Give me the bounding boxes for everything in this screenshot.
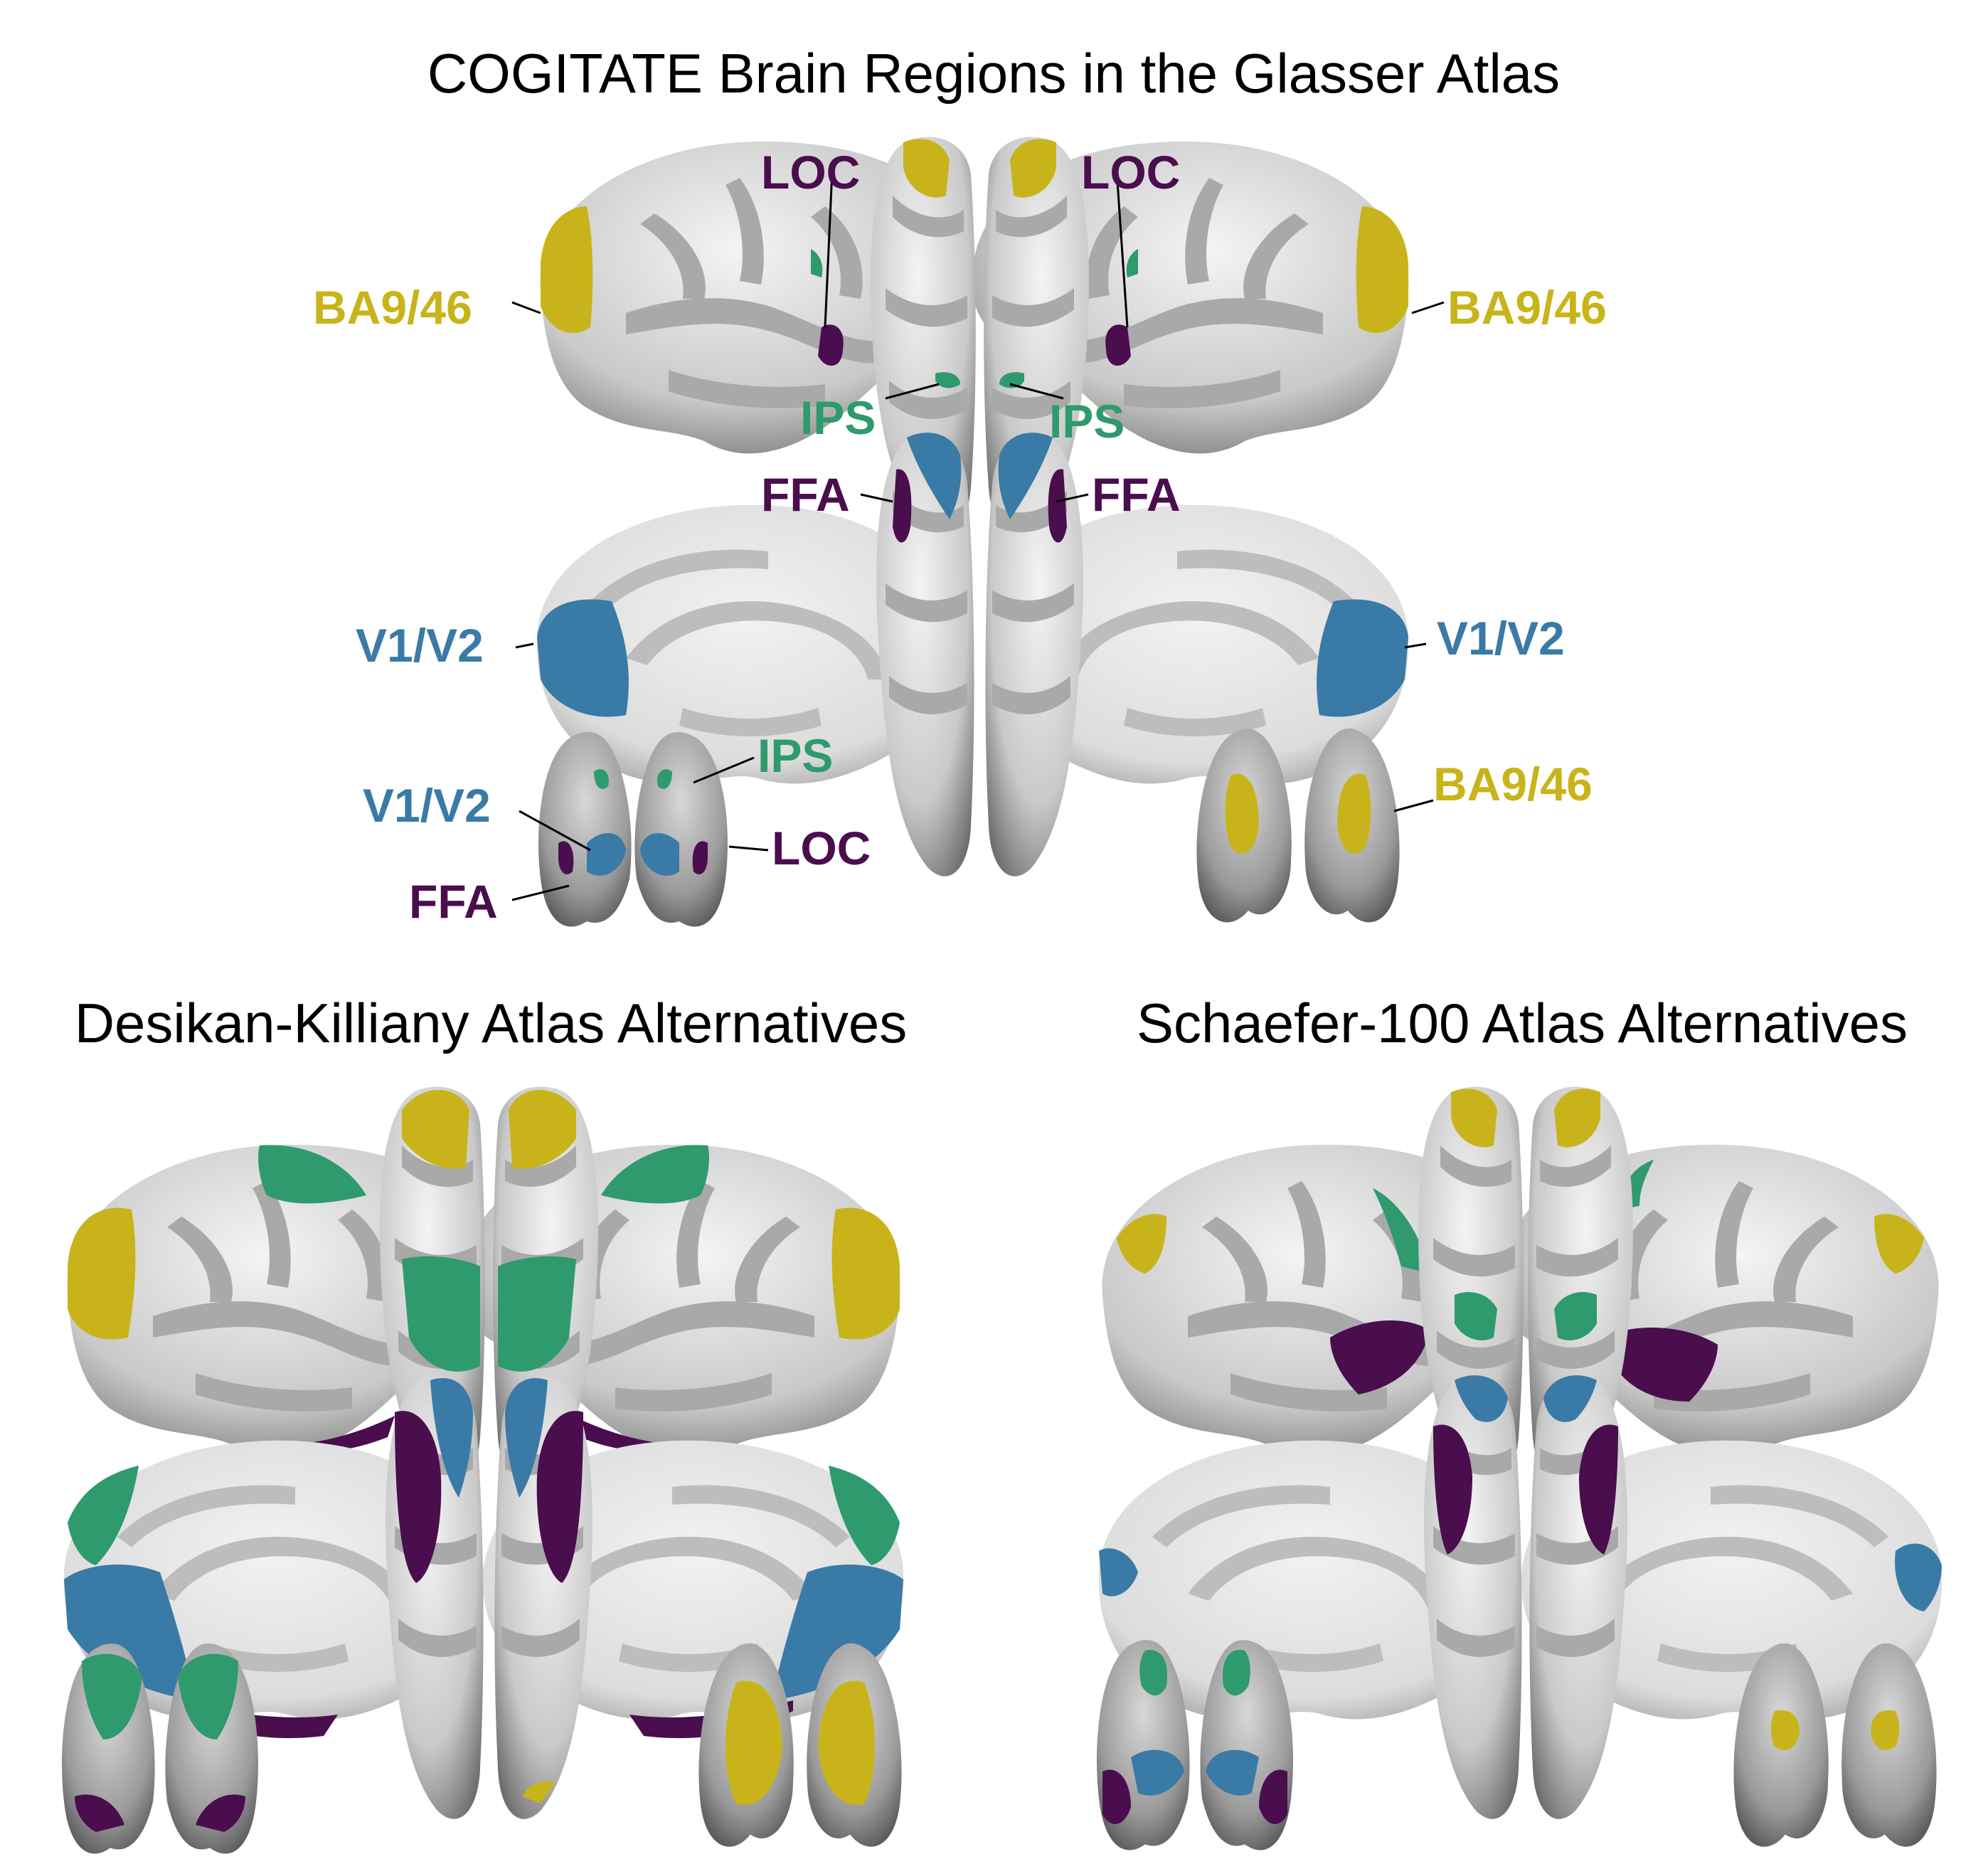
dk-title: Desikan-Killiany Atlas Alternatives [75, 992, 908, 1054]
label-ips-posterior: IPS [758, 729, 833, 782]
label-v1v2-left: V1/V2 [356, 619, 484, 672]
region-ffa [893, 469, 912, 543]
region-v1v2 [537, 599, 629, 717]
dk-ventral-right [494, 1375, 592, 1819]
label-ffa-posterior: FFA [409, 875, 498, 928]
dk-medial-left [63, 1440, 485, 1739]
dk-ventral-left [386, 1375, 484, 1819]
label-ffa-right: FFA [1092, 468, 1181, 521]
region-loc [818, 324, 844, 366]
schaefer-medial-left [1098, 1440, 1520, 1720]
brain-posterior-pair [538, 732, 728, 927]
label-ba946-frontal: BA9/46 [1433, 758, 1593, 810]
schaefer-posterior-pair [1097, 1640, 1293, 1850]
label-ips-right: IPS [1049, 395, 1125, 448]
leader-lines [511, 170, 1445, 901]
label-v1v2-right: V1/V2 [1437, 612, 1565, 664]
glasser-panel: LOC LOC BA9/46 BA9/46 IPS IPS FFA FFA V1… [313, 137, 1607, 928]
label-ba946-left: BA9/46 [313, 281, 472, 334]
schaefer-medial-right [1521, 1440, 1942, 1720]
schaefer-ventral-left [1424, 1375, 1522, 1819]
main-title: COGITATE Brain Regions in the Glasser At… [427, 42, 1560, 105]
label-ba946-right: BA9/46 [1447, 281, 1607, 334]
label-ips-left: IPS [800, 391, 876, 444]
dk-panel [62, 1086, 904, 1854]
brain-lateral-left [540, 141, 977, 454]
brain-ventral-left [876, 433, 974, 877]
brain-frontal-pair [1196, 729, 1400, 923]
schaefer-dorsal-right [1528, 1086, 1633, 1486]
region-ba946 [541, 206, 593, 334]
brain-ventral-right [985, 433, 1083, 877]
brain-medial-left [536, 504, 958, 784]
brain-dorsal-right [984, 137, 1089, 536]
dk-frontal-pair [698, 1643, 902, 1847]
brain-medial-right [987, 504, 1409, 784]
region-ips [811, 249, 823, 277]
dk-posterior-pair [62, 1643, 258, 1854]
schaefer-panel [1097, 1086, 1942, 1850]
schaefer-title: Schaefer-100 Atlas Alternatives [1137, 992, 1908, 1054]
label-ffa-left: FFA [761, 468, 850, 521]
label-loc-posterior: LOC [772, 822, 871, 874]
schaefer-frontal-pair [1733, 1643, 1937, 1847]
schaefer-ventral-right [1529, 1375, 1627, 1819]
label-loc-right: LOC [1081, 146, 1180, 198]
label-v1v2-posterior: V1/V2 [363, 779, 491, 832]
brain-lateral-right [972, 141, 1409, 454]
schaefer-dorsal-left [1418, 1086, 1524, 1486]
brain-dorsal-left [871, 137, 976, 536]
schaefer-lateral-left [1102, 1144, 1539, 1457]
dk-dorsal-right [493, 1086, 598, 1486]
label-loc-left: LOC [761, 146, 860, 198]
